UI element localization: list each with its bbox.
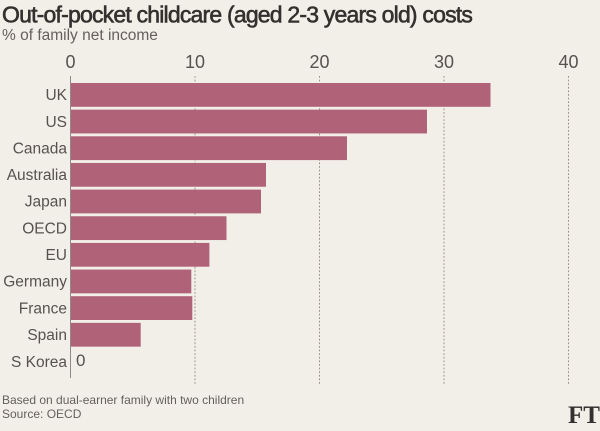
svg-text:0: 0 <box>65 52 75 72</box>
svg-text:US: US <box>45 114 67 131</box>
svg-text:40: 40 <box>558 52 578 72</box>
svg-text:Japan: Japan <box>25 194 67 211</box>
svg-text:FT: FT <box>568 402 600 426</box>
svg-text:Source: OECD: Source: OECD <box>2 407 82 421</box>
svg-text:France: France <box>19 300 67 317</box>
svg-text:Out-of-pocket childcare (aged: Out-of-pocket childcare (aged 2-3 years … <box>2 2 472 28</box>
svg-text:OECD: OECD <box>22 220 67 237</box>
svg-text:S Korea: S Korea <box>11 354 67 371</box>
svg-text:30: 30 <box>434 52 454 72</box>
svg-text:Based on dual-earner family wi: Based on dual-earner family with two chi… <box>2 393 244 407</box>
svg-text:% of family net income: % of family net income <box>2 27 158 44</box>
svg-text:10: 10 <box>185 52 205 72</box>
svg-text:UK: UK <box>45 87 67 104</box>
svg-text:EU: EU <box>45 247 67 264</box>
svg-text:Australia: Australia <box>7 167 68 184</box>
svg-text:Canada: Canada <box>13 140 68 157</box>
svg-text:Germany: Germany <box>3 274 67 291</box>
svg-text:Spain: Spain <box>27 327 67 344</box>
svg-text:20: 20 <box>309 52 329 72</box>
svg-text:0: 0 <box>76 351 85 370</box>
